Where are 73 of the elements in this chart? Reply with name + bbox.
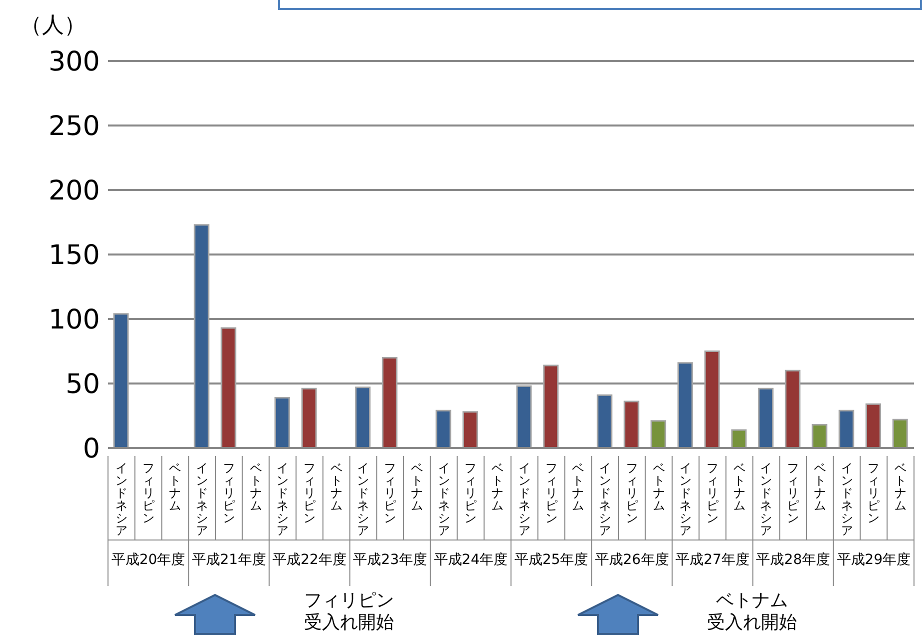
x-tick-label: 平成21年度 [192,552,266,568]
text: インドネシア [760,461,772,538]
bar [113,313,129,448]
y-tick-label: 300 [48,46,100,78]
text: ベトナム [250,461,262,512]
x-tick-label: 平成26年度 [594,552,669,568]
text: ベトナム [572,461,584,512]
bar [650,420,666,448]
bar [624,400,640,448]
x-tick-label: 平成20年度 [111,552,186,568]
bar [543,364,559,448]
bar [812,424,828,448]
series-label: ベトナム [652,461,665,512]
text: フィリピン [304,461,316,525]
bar [355,386,371,448]
text: インドネシア [438,461,450,538]
x-tick-label: 平成22年度 [272,552,346,568]
bar [892,418,908,448]
x-tick-label: 平成28年度 [756,552,830,568]
x-tick-label: 平成29年度 [836,552,911,568]
text: フィリピン [868,461,880,525]
bar [462,411,478,448]
bar [758,388,774,448]
bar [596,394,612,448]
text: フィリピン [545,461,558,525]
text: ベトナム受入れ開始 [706,590,798,634]
text: インドネシア [840,461,853,538]
series-label: インドネシア [115,461,128,538]
bar [731,429,747,448]
bar [194,224,210,448]
text: インドネシア [599,461,612,538]
text: フィリピン受入れ開始 [302,590,395,634]
bar [784,370,800,448]
x-tick-label: 平成27年度 [676,552,750,568]
bar [704,350,720,448]
text: ベトナム [894,461,907,512]
text: フィリピン [787,461,800,525]
x-tick-label: 平成25年度 [514,552,588,568]
bar [382,356,398,448]
bar [220,327,236,448]
y-tick-label: 50 [66,369,100,400]
bar [436,410,452,448]
text: ベトナム [492,461,504,512]
text: ベトナム [814,461,826,512]
text: フィリピン [626,461,638,525]
text: フィリピン [464,461,477,525]
text: フィリピン [706,461,718,525]
bar [274,396,290,448]
text: ベトナム [330,461,342,512]
bar [866,403,882,448]
text: フィリピン [142,461,154,525]
text: ベトナム [169,461,182,512]
text: ベトナム [410,461,423,512]
text: インドネシア [196,461,208,538]
text: インドネシア [276,461,289,538]
y-tick-label: 0 [82,434,100,465]
text: ベトナム [733,461,746,512]
y-tick-label: 100 [48,304,100,336]
y-axis-title: （人） [20,12,86,40]
bar [838,410,854,448]
y-tick-label: 250 [48,111,100,142]
text: インドネシア [680,461,692,538]
y-tick-label: 200 [48,176,100,207]
x-tick-label: 平成24年度 [434,552,508,568]
bar [677,362,693,448]
y-tick-label: 150 [48,240,100,272]
text: インドネシア [357,461,370,538]
x-tick-label: 平成23年度 [353,552,428,568]
series-label: フィリピン [222,461,235,525]
bar [301,388,317,448]
text: インドネシア [518,461,530,538]
bar [516,385,532,448]
text: フィリピン [384,461,396,525]
